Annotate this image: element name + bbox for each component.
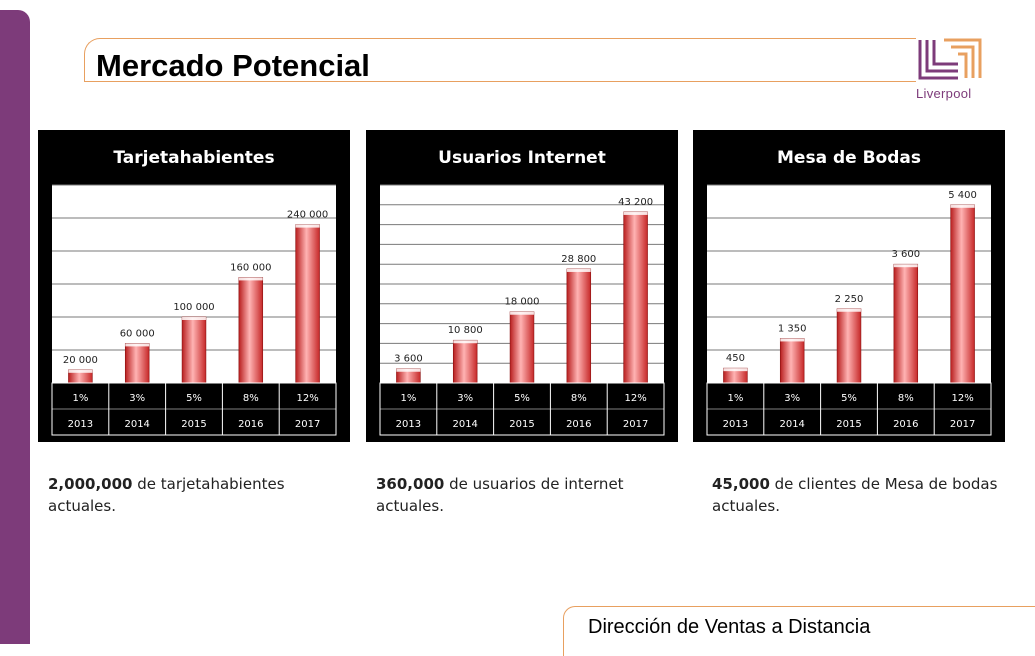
chart-svg: Mesa de Bodas 450 1 350 2 250 3 600 5 400 1% 20… — [706, 148, 992, 436]
chart-title: Tarjetahabientes — [113, 148, 274, 168]
page-title: Mercado Potencial — [96, 48, 370, 83]
bar — [124, 343, 150, 384]
bar — [509, 311, 535, 384]
bar-value-label: 3 600 — [394, 354, 423, 365]
bar-value-label: 18 000 — [505, 297, 540, 308]
caption-value: 360,000 — [376, 475, 445, 493]
year-label: 2013 — [723, 419, 748, 430]
caption-tarjetahabientes: 2,000,000 de tarjetahabientes actuales. — [48, 473, 348, 517]
caption-usuarios-internet: 360,000 de usuarios de internet actuales… — [376, 473, 676, 517]
year-label: 2013 — [68, 419, 93, 430]
bar-value-label: 10 800 — [448, 325, 483, 336]
percent-label: 12% — [624, 393, 646, 404]
percent-label: 1% — [72, 393, 88, 404]
bar-cap — [893, 264, 918, 268]
percent-label: 1% — [727, 393, 743, 404]
bar — [893, 263, 919, 384]
bar-cap — [182, 317, 206, 320]
bar-value-label: 450 — [726, 353, 745, 364]
bar — [836, 308, 862, 384]
percent-label: 12% — [296, 393, 318, 404]
percent-label: 8% — [243, 393, 259, 404]
bar-value-label: 100 000 — [173, 302, 214, 313]
bar-cap — [837, 308, 861, 312]
bar-cap — [566, 268, 591, 272]
chart-title: Usuarios Internet — [438, 148, 606, 168]
bar — [181, 316, 207, 384]
year-label: 2013 — [396, 419, 421, 430]
bar-cap — [68, 369, 93, 373]
bar-cap — [510, 311, 534, 315]
bar — [566, 268, 592, 384]
bar-value-label: 60 000 — [120, 328, 155, 339]
bar-value-label: 1 350 — [778, 323, 807, 334]
percent-label: 3% — [457, 393, 473, 404]
bar-cap — [623, 211, 648, 215]
bar-cap — [950, 204, 975, 208]
percent-label: 3% — [129, 393, 145, 404]
chart-svg: Usuarios Internet 3 600 10 800 18 000 28 800… — [379, 148, 665, 436]
bar-value-label: 240 000 — [287, 210, 328, 221]
year-label: 2015 — [181, 419, 206, 430]
caption-text: de tarjetahabientes actuales. — [48, 475, 285, 515]
bar-value-label: 43 200 — [618, 197, 653, 208]
percent-label: 8% — [571, 393, 587, 404]
bar-value-label: 160 000 — [230, 262, 271, 273]
bar-cap — [453, 340, 478, 344]
bar — [950, 204, 975, 384]
bar-cap — [295, 224, 320, 228]
bar-cap — [780, 338, 805, 342]
bar — [295, 224, 320, 384]
year-label: 2016 — [238, 419, 263, 430]
chart-panel-tarjetahabientes: Tarjetahabientes 20 000 60 000 100 000 160 0… — [38, 130, 350, 442]
year-label: 2016 — [893, 419, 918, 430]
caption-text: de usuarios de internet actuales. — [376, 475, 624, 515]
bar — [452, 339, 478, 384]
bar — [238, 277, 264, 384]
bar-cap — [238, 277, 263, 281]
chart-panel-mesa-de-bodas: Mesa de Bodas 450 1 350 2 250 3 600 5 400 1% 20… — [693, 130, 1005, 442]
year-label: 2017 — [950, 419, 975, 430]
year-label: 2014 — [452, 419, 477, 430]
percent-label: 12% — [951, 393, 973, 404]
caption-value: 45,000 — [712, 475, 770, 493]
bar — [623, 211, 648, 384]
chart-panel-usuarios-internet: Usuarios Internet 3 600 10 800 18 000 28 800… — [366, 130, 678, 442]
caption-mesa-de-bodas: 45,000 de clientes de Mesa de bodas actu… — [712, 473, 1012, 517]
year-label: 2014 — [124, 419, 149, 430]
bar-cap — [125, 343, 150, 347]
bar-cap — [396, 368, 421, 372]
footer-frame — [563, 606, 1035, 656]
bar-value-label: 28 800 — [561, 254, 596, 265]
percent-label: 5% — [186, 393, 202, 404]
year-label: 2014 — [779, 419, 804, 430]
percent-label: 1% — [400, 393, 416, 404]
bar-cap — [723, 368, 748, 372]
caption-text: de clientes de Mesa de bodas actuales. — [712, 475, 998, 515]
year-label: 2016 — [566, 419, 591, 430]
liverpool-logo-icon — [918, 38, 982, 80]
bar-value-label: 3 600 — [891, 249, 920, 260]
percent-label: 8% — [898, 393, 914, 404]
bar-value-label: 20 000 — [63, 355, 98, 366]
logo-wordmark: Liverpool — [916, 86, 972, 101]
year-label: 2017 — [623, 419, 648, 430]
bar — [779, 338, 805, 384]
bar-value-label: 2 250 — [835, 294, 864, 305]
bar-value-label: 5 400 — [948, 190, 977, 201]
chart-svg: Tarjetahabientes 20 000 60 000 100 000 160 0… — [51, 148, 337, 436]
caption-value: 2,000,000 — [48, 475, 133, 493]
percent-label: 5% — [514, 393, 530, 404]
year-label: 2017 — [295, 419, 320, 430]
title-frame — [84, 38, 916, 82]
percent-label: 5% — [841, 393, 857, 404]
percent-label: 3% — [784, 393, 800, 404]
footer-title: Dirección de Ventas a Distancia — [588, 616, 871, 638]
year-label: 2015 — [836, 419, 861, 430]
year-label: 2015 — [509, 419, 534, 430]
chart-title: Mesa de Bodas — [777, 148, 921, 168]
left-accent-bar — [0, 10, 30, 644]
